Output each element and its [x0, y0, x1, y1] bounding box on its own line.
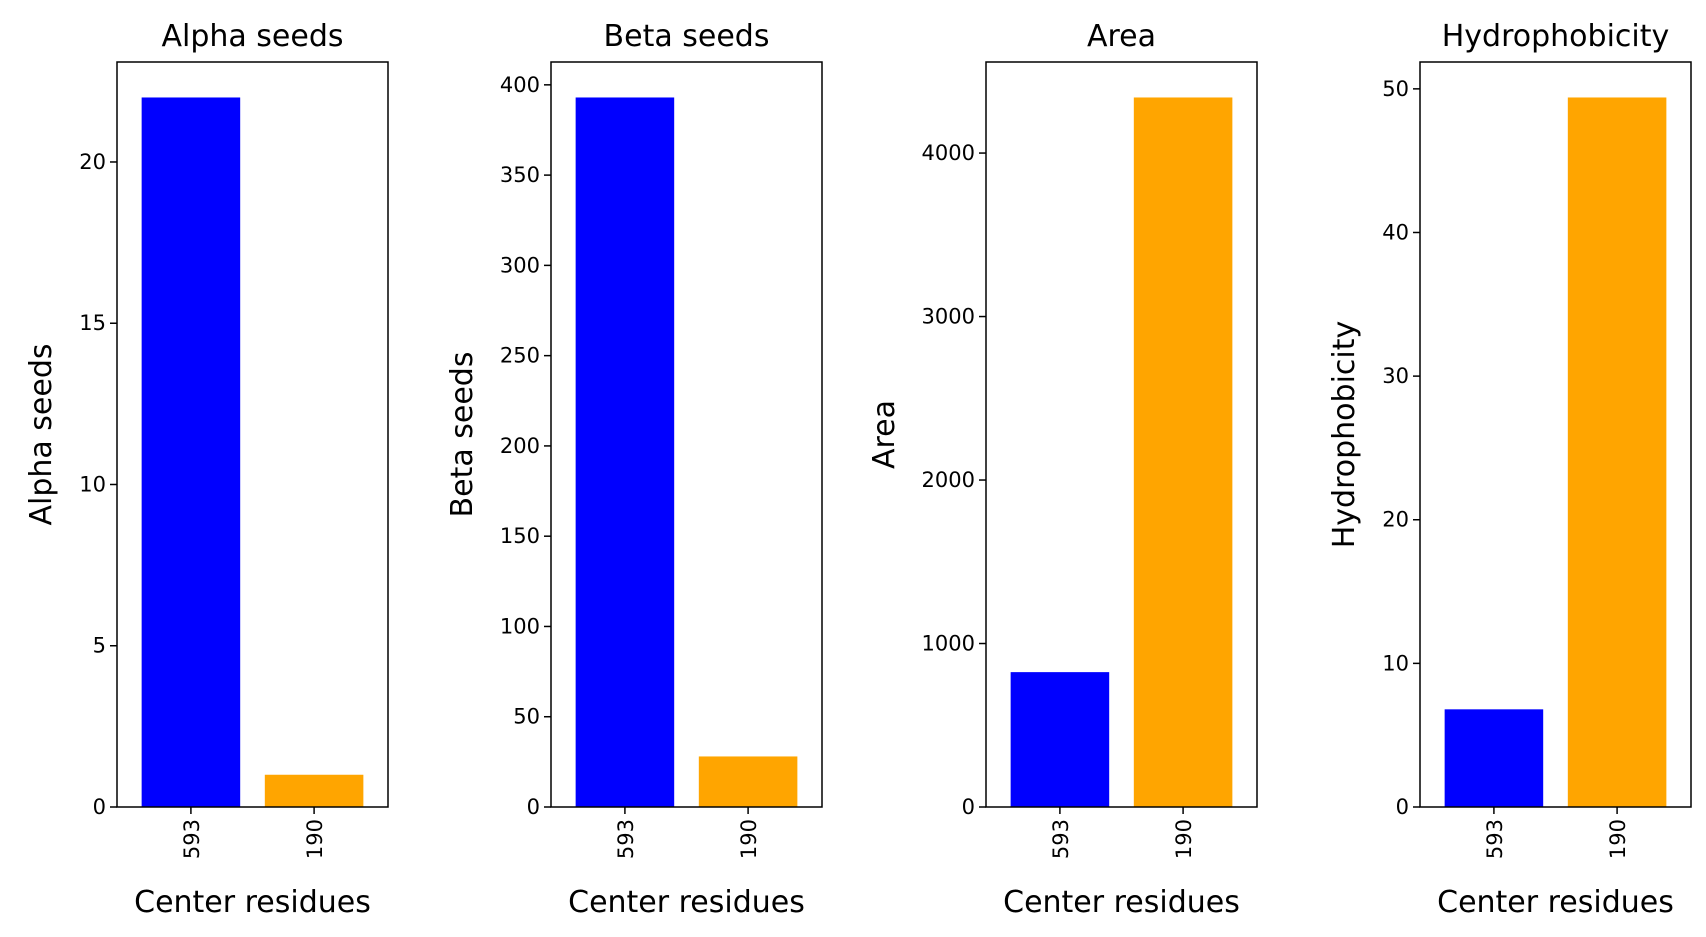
bar-190 — [1133, 97, 1233, 808]
axes-frame — [550, 61, 823, 808]
y-tick-label-15: 15 — [79, 311, 106, 335]
x-axis-label: Center residues — [568, 885, 805, 920]
y-tick-label-20: 20 — [79, 150, 106, 174]
chart-title: Area — [1087, 19, 1156, 54]
bar-190 — [698, 756, 798, 807]
y-tick-label-10: 10 — [79, 472, 106, 496]
y-axis-label: Area — [867, 400, 902, 469]
y-tick-label-200: 200 — [500, 434, 540, 458]
y-tick-label-0: 0 — [1396, 795, 1409, 819]
y-tick-label-50: 50 — [1382, 77, 1409, 101]
chart-panel-3: 593 190 0 1000 2000 3000 4000 Area Center residu… — [867, 19, 1258, 920]
axes-frame — [116, 61, 389, 808]
y-tick-label-0: 0 — [962, 795, 975, 819]
bar-190 — [264, 774, 364, 807]
chart-panel-1: 593 190 0 5 10 15 20 Alpha seeds Center residues… — [24, 19, 389, 920]
y-tick-label-1000: 1000 — [922, 632, 975, 656]
y-tick-label-40: 40 — [1382, 220, 1409, 244]
bar-593 — [1444, 709, 1544, 807]
chart-panel-4: 593 190 0 10 20 30 40 50 Hydrophobicity Center re… — [1327, 19, 1692, 920]
bar-593 — [575, 97, 675, 808]
axes-frame — [985, 61, 1258, 808]
y-axis-label: Beta seeds — [445, 352, 480, 518]
y-axis-label: Alpha seeds — [24, 343, 59, 525]
x-axis-label: Center residues — [1437, 885, 1674, 920]
bar-593 — [141, 97, 241, 808]
y-axis-label: Hydrophobicity — [1327, 321, 1362, 549]
bar-593 — [1010, 672, 1110, 807]
y-tick-label-0: 0 — [527, 795, 540, 819]
x-tick-label-190: 190 — [303, 819, 327, 859]
chart-title: Beta seeds — [604, 19, 770, 54]
x-tick-label-593: 593 — [180, 819, 204, 859]
y-tick-label-50: 50 — [513, 705, 540, 729]
y-tick-label-20: 20 — [1382, 508, 1409, 532]
y-tick-label-10: 10 — [1382, 651, 1409, 675]
chart-title: Hydrophobicity — [1442, 19, 1670, 54]
x-tick-label-190: 190 — [737, 819, 761, 859]
chart-title: Alpha seeds — [161, 19, 343, 54]
x-tick-label-593: 593 — [1483, 819, 1507, 859]
y-tick-label-30: 30 — [1382, 364, 1409, 388]
x-tick-label-190: 190 — [1606, 819, 1630, 859]
bar-190 — [1567, 97, 1667, 808]
y-tick-label-2000: 2000 — [922, 468, 975, 492]
y-tick-label-150: 150 — [500, 524, 540, 548]
axes-frame — [1419, 61, 1692, 808]
x-tick-label-593: 593 — [614, 819, 638, 859]
y-tick-label-100: 100 — [500, 614, 540, 638]
x-axis-label: Center residues — [134, 885, 371, 920]
y-tick-label-3000: 3000 — [922, 305, 975, 329]
y-tick-label-250: 250 — [500, 344, 540, 368]
x-tick-label-593: 593 — [1049, 819, 1073, 859]
y-tick-label-350: 350 — [500, 163, 540, 187]
y-tick-label-4000: 4000 — [922, 141, 975, 165]
chart-panel-2: 593 190 0 50 100 150 200 250 300 350 400 Beta seeds… — [445, 19, 823, 920]
y-tick-label-300: 300 — [500, 253, 540, 277]
y-tick-label-400: 400 — [500, 73, 540, 97]
y-tick-label-0: 0 — [93, 795, 106, 819]
x-axis-label: Center residues — [1003, 885, 1240, 920]
x-tick-label-190: 190 — [1172, 819, 1196, 859]
y-tick-label-5: 5 — [93, 634, 106, 658]
